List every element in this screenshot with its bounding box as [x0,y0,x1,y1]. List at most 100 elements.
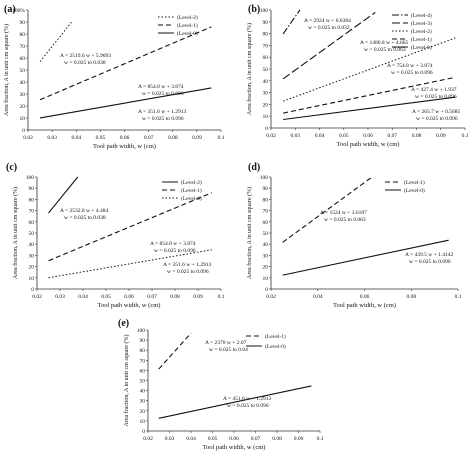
y-tick-label: 50 [20,68,26,74]
y-tick-label: 90 [263,186,269,192]
x-tick-label: 0.07 [251,436,261,442]
equation-label: A = 351.6 w + 1.2913 [138,109,186,115]
equation-label: A = 1524 w + 3.6187 [320,210,367,216]
y-tick-label: 90 [20,20,26,26]
equation-label: A = 451.6 w + 1.2913 [223,396,271,402]
x-tick-label: 0.08 [168,135,178,141]
legend-label: (Level-0) [404,187,425,194]
y-tick-label: 20 [263,265,269,271]
equation-label: A = 1480.8 w + 4.665 [360,40,408,46]
y-tick-label: 20 [29,265,35,271]
equation-label: A = 2924 w + 6.6384 [304,18,351,24]
x-tick-label: 0.04 [186,436,196,442]
x-tick-label: 0.08 [412,133,422,139]
equation-label: A = 439.5 w + 1.4142 [405,252,453,258]
equation-label: A = 2532.8 w + 4.484 [60,208,108,214]
x-tick-label: 0.07 [144,135,154,141]
series-line-level-1 [39,26,212,101]
x-tick-label: 0.05 [101,294,111,300]
y-tick-label: 100 [26,175,35,181]
y-axis-title: Area fraction, A in unit cm square (%) [246,23,253,115]
range-label: w = 0.025 to 0.096 [416,116,458,122]
x-tick-label: 0.06 [229,436,239,442]
y-tick-label: 20 [263,102,269,108]
range-label: w = 0.025 to 0.04 [209,347,248,353]
x-tick-label: 0.02 [266,294,276,300]
equation-label: A = 2519.6 w + 5.9693 [60,53,111,59]
x-tick-label: 0.1 [218,135,225,141]
x-tick-label: 0.04 [78,294,88,300]
chart-panel-d: (d) 0 10 20 30 40 50 60 70 80 90 100 0.02 0.04 0.06 0.0… [246,162,462,309]
legend-label: (Level-2) [181,179,202,186]
chart-panel-a: (a) 0 10 20 30 40 50 60 70 80 90 100% 0.02 0.03 0.04 0.… [3,4,225,150]
legend-label: (Level-1) [411,36,432,43]
legend-label: (Level-4) [411,12,432,19]
y-axis-title: Area fraction, A in unit cm square (%) [123,335,130,427]
x-axis-title: Tool path width, w (cm) [93,143,156,150]
x-tick-label: 0.09 [192,135,202,141]
y-tick-label: 50 [263,231,269,237]
panel-label: (e) [118,318,129,329]
x-tick-label: 0.1 [462,133,469,139]
chart-panel-c: (c) 0 10 20 30 40 50 60 70 80 90 100 0.02 0.03 0.04 0.0… [6,162,225,309]
y-tick-label: 30 [20,92,26,98]
y-tick-label: 70 [20,44,26,50]
x-tick-label: 0.08 [272,436,282,442]
range-label: w = 0.025 to 0.096 [409,259,451,265]
legend-label: (Level-2) [177,14,198,21]
x-tick-label: 0.03 [165,436,175,442]
y-tick-label: 90 [263,20,269,26]
y-axis-title: Area fraction, A in unit cm square (%) [12,187,19,279]
y-tick-label: 60 [263,55,269,61]
y-tick-label: 50 [263,67,269,73]
y-tick-label: 70 [263,43,269,49]
legend-label: (Level-0) [265,343,286,350]
y-tick-label: 50 [140,379,146,385]
x-tick-label: 0.04 [313,294,323,300]
legend-label: (Level-0) [181,195,202,202]
range-label: w = 0.025 to 0.063 [324,217,366,223]
legend-label: (Level-2) [411,28,432,35]
x-tick-label: 0.06 [124,294,134,300]
y-tick-label: 20 [140,409,146,415]
series-line-level-1 [283,76,456,114]
equation-label: A = 351.6 w + 1.2913 [163,262,211,268]
y-tick-label: 0 [31,287,34,293]
y-tick-label: 100 [137,328,146,334]
x-tick-label: 0.09 [436,133,446,139]
series-line-level-0 [282,239,449,276]
chart-panel-e: (e) 0 10 20 30 40 50 60 70 80 90 100 0.02 0.03 0.04 0.0… [118,318,324,451]
range-label: w = 0.025 to 0.096 [154,248,196,254]
legend-label: (Level-1) [181,187,202,194]
panel-label: (a) [4,4,16,15]
y-tick-label: 40 [20,80,26,86]
y-tick-label: 80 [140,348,146,354]
range-label: w = 0.025 to 0.063 [364,47,406,53]
series-line-level-2 [48,176,79,214]
x-tick-label: 0.07 [147,294,157,300]
x-tick-label: 0.02 [266,133,276,139]
equation-label: A = 265.7 w + 0.5685 [412,109,460,115]
x-tick-label: 0.09 [294,436,304,442]
range-label: w = 0.025 to 0.096 [391,70,433,76]
x-tick-label: 0.03 [55,294,65,300]
series-line-level-2 [282,37,456,102]
y-axis-title: Area fraction, A in unit cm square (%) [246,187,253,279]
x-tick-label: 0.05 [208,436,218,442]
x-tick-label: 0.1 [218,294,225,300]
equation-label: A = 754.8 w + 3.874 [387,63,433,69]
y-tick-label: 30 [140,399,146,405]
x-tick-label: 0.04 [71,135,81,141]
legend-label: (Level-1) [404,179,425,186]
series-line-level-0 [158,385,312,419]
x-tick-label: 0.03 [290,133,300,139]
x-tick-label: 0.02 [32,294,42,300]
x-axis-title: Tool path width, w (cm) [203,444,266,451]
y-tick-label: 80 [263,197,269,203]
y-tick-label: 100 [260,175,269,181]
y-tick-label: 70 [29,209,35,215]
series-line-level-3 [282,11,376,80]
y-tick-label: 80 [263,32,269,38]
legend-label: (Level-0) [411,44,432,51]
